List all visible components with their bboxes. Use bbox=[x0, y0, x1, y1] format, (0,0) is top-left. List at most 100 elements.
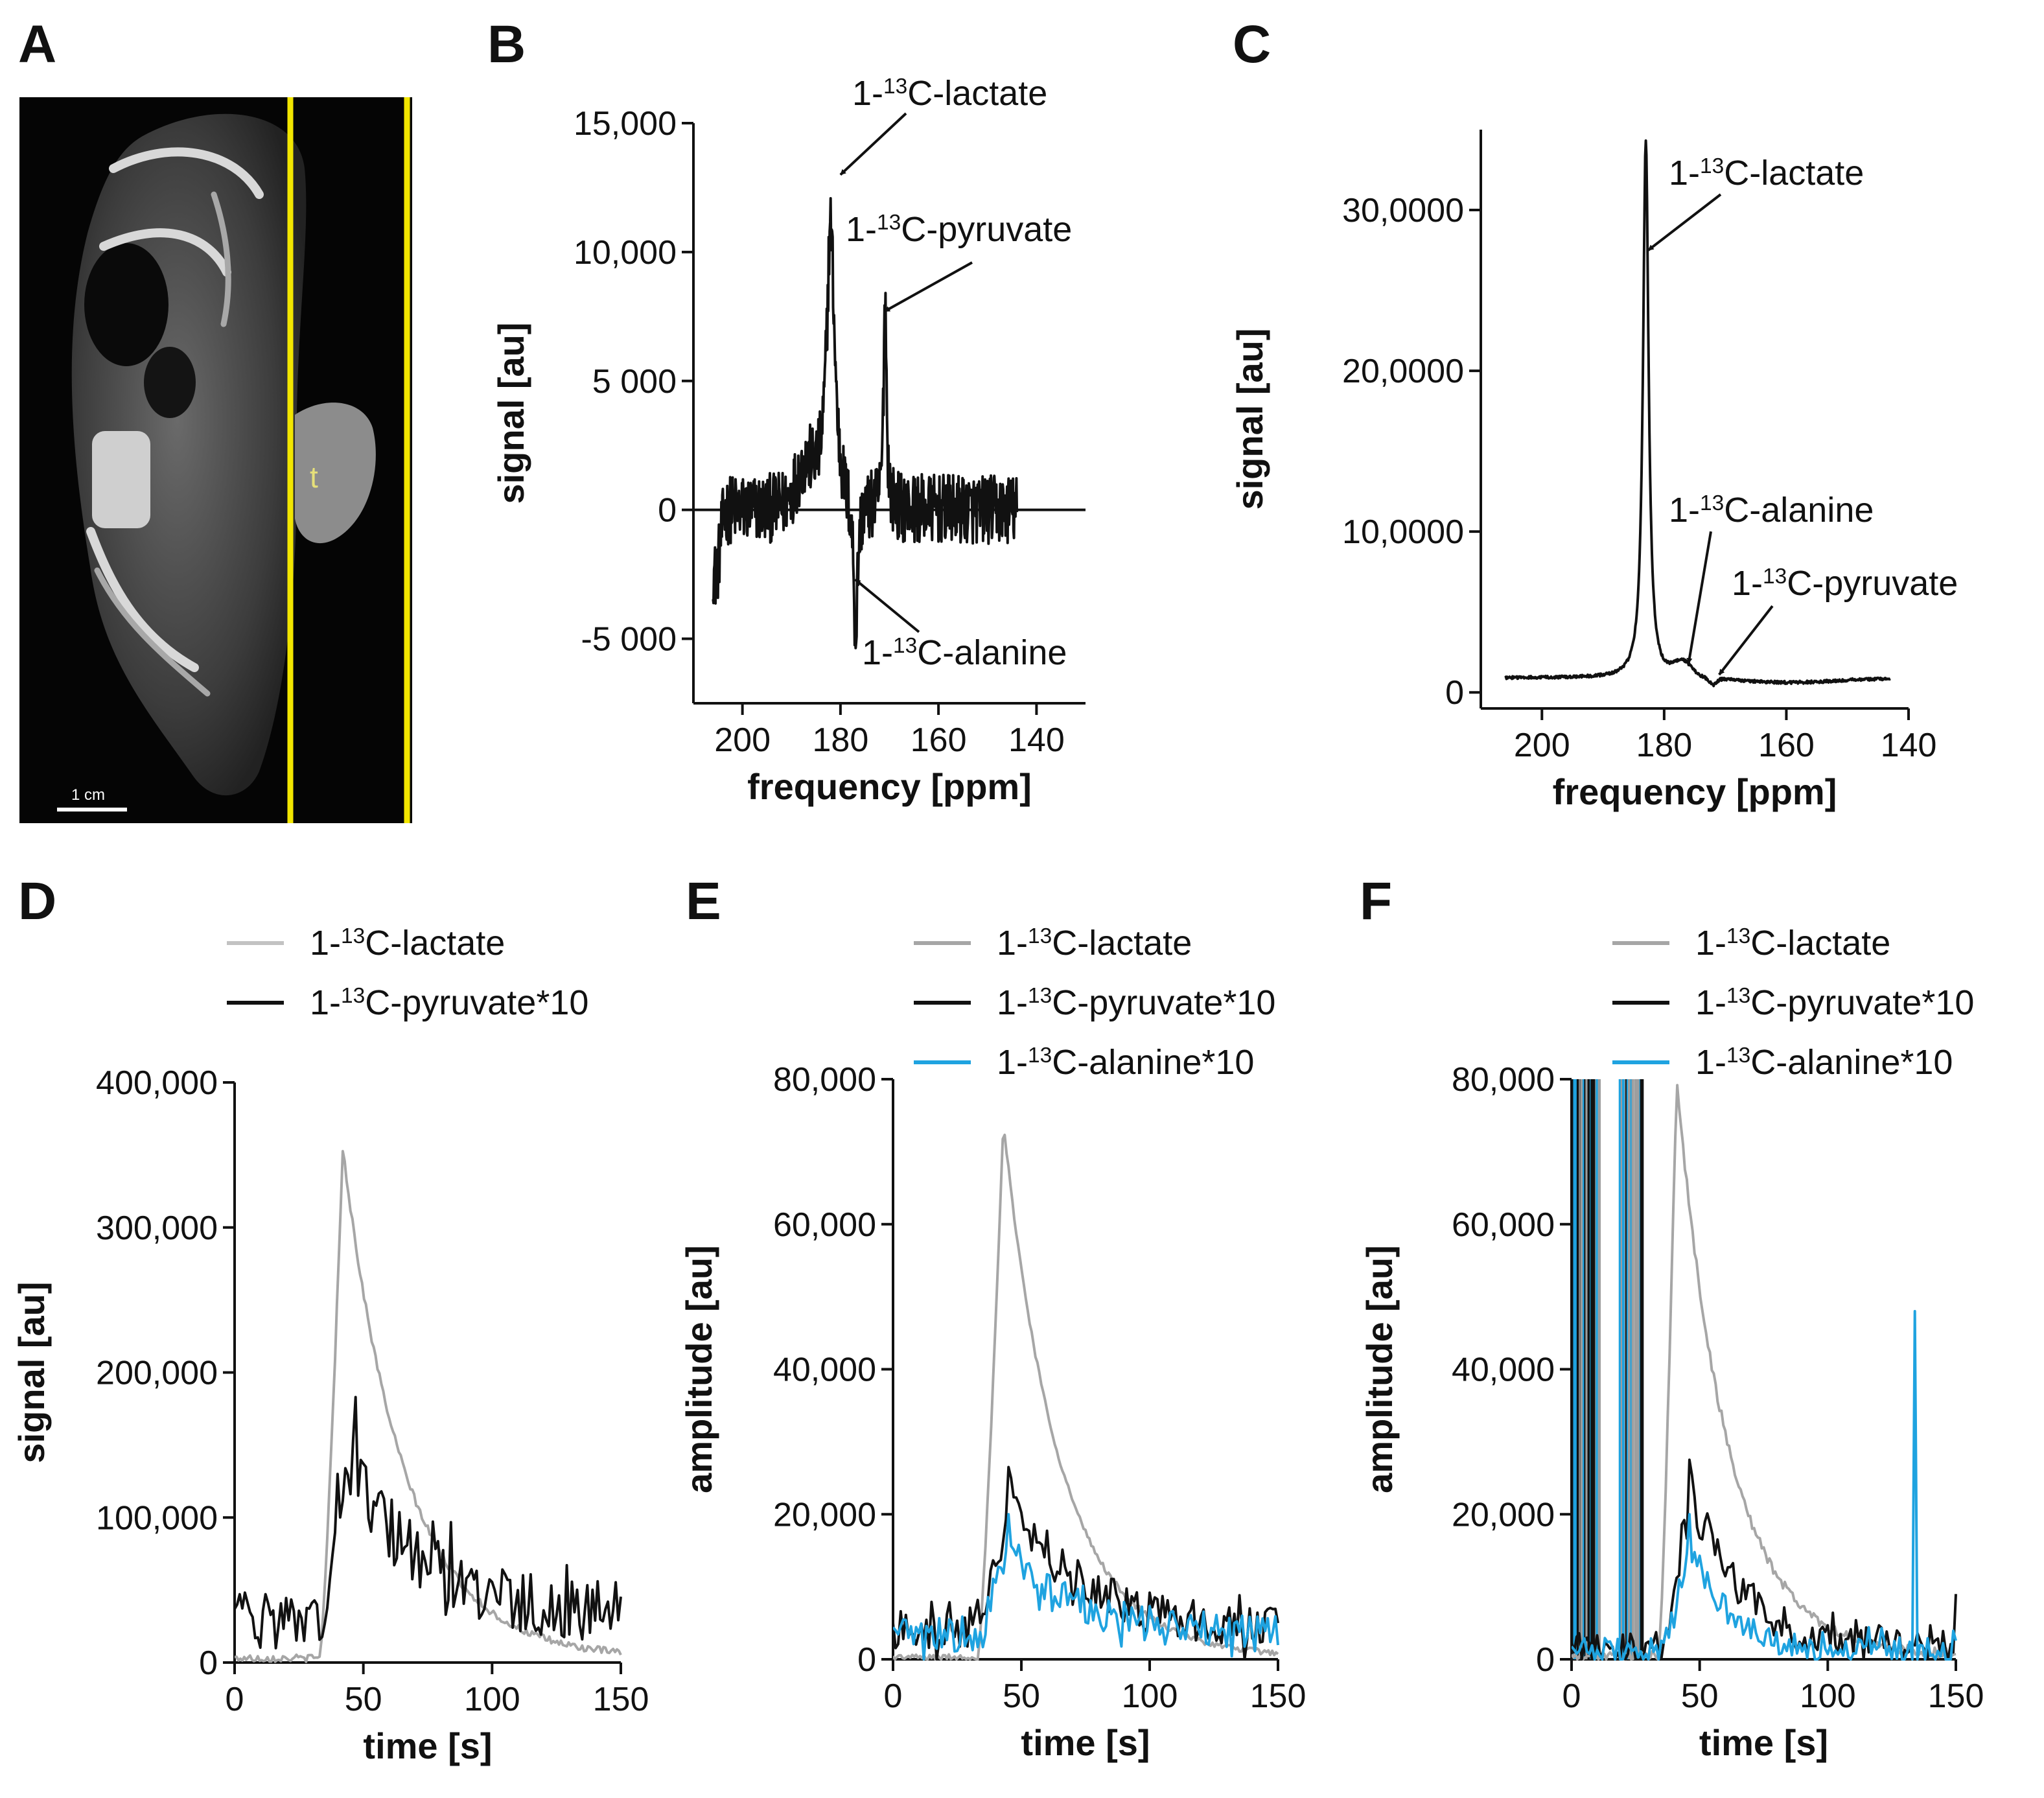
chart-timecourse-f: 0 20,000 40,000 60,000 80,000 0 50 100 150 time [… bbox=[1359, 924, 1984, 1763]
y-tick-label: 5 000 bbox=[592, 363, 677, 401]
x-tick-label: 0 bbox=[226, 1681, 244, 1718]
x-tick-label: 50 bbox=[1681, 1677, 1719, 1715]
y-tick-label: 40,000 bbox=[1452, 1351, 1555, 1389]
legend-label: 1-13C-lactate bbox=[997, 924, 1192, 963]
series-line-1-13c-alanine-10 bbox=[1572, 1310, 1957, 1661]
x-tick-label: 140 bbox=[1881, 727, 1937, 764]
x-tick-label: 50 bbox=[345, 1681, 382, 1718]
y-tick-label: 100,000 bbox=[96, 1499, 218, 1537]
x-tick-label: 180 bbox=[812, 721, 868, 759]
mri-image: t 1 cm bbox=[19, 97, 412, 823]
x-tick-label: 180 bbox=[1636, 727, 1692, 764]
scale-bar-label: 1 cm bbox=[71, 786, 105, 804]
legend-label: 1-13C-alanine*10 bbox=[1695, 1043, 1953, 1082]
y-tick-label: 15,000 bbox=[574, 105, 677, 143]
bright-contours-2 bbox=[94, 191, 231, 697]
dark-cavity bbox=[84, 243, 168, 366]
x-axis-title: time [s] bbox=[363, 1725, 492, 1766]
series-line-1-13c-alanine-10 bbox=[893, 1513, 1279, 1661]
y-tick-label: 0 bbox=[1445, 674, 1464, 712]
x-tick-label: 150 bbox=[593, 1681, 649, 1718]
annotation-label-lactate: 1-13C-lactate bbox=[1669, 154, 1864, 193]
series-line-spectrum bbox=[712, 197, 1019, 649]
annotation-arrow-alanine bbox=[854, 578, 920, 633]
x-tick-label: 200 bbox=[1514, 727, 1570, 764]
bright-organ bbox=[92, 431, 150, 528]
legend-label: 1-13C-pyruvate*10 bbox=[997, 983, 1275, 1022]
x-axis-title: frequency [ppm] bbox=[747, 766, 1032, 807]
y-tick-label: 200,000 bbox=[96, 1355, 218, 1392]
y-tick-label: -5 000 bbox=[581, 621, 677, 659]
y-tick-label: 10,0000 bbox=[1342, 513, 1464, 551]
x-axis-title: time [s] bbox=[1021, 1722, 1150, 1763]
chart-timecourse-d: 0 100,000 200,000 300,000 400,000 0 50 100 150 ti… bbox=[11, 924, 649, 1766]
annotation-label-alanine: 1-13C-alanine bbox=[1669, 491, 1874, 530]
legend-label: 1-13C-pyruvate*10 bbox=[310, 983, 588, 1022]
annotation-arrow-pyruvate bbox=[883, 261, 973, 313]
legend-label: 1-13C-lactate bbox=[1695, 924, 1890, 963]
y-tick-label: 20,000 bbox=[1452, 1496, 1555, 1534]
x-tick-label: 100 bbox=[1800, 1677, 1856, 1715]
y-tick-label: 10,000 bbox=[574, 234, 677, 272]
x-tick-label: 160 bbox=[911, 721, 967, 759]
panel-letter-c: C bbox=[1233, 15, 1271, 74]
tumor-label: t bbox=[310, 460, 318, 494]
y-tick-label: 60,000 bbox=[1452, 1206, 1555, 1244]
dark-cavity-2 bbox=[144, 347, 196, 418]
x-tick-label: 0 bbox=[1562, 1677, 1581, 1715]
y-tick-label: 0 bbox=[658, 492, 677, 530]
x-tick-label: 150 bbox=[1250, 1677, 1307, 1715]
panel-letter-a: A bbox=[18, 15, 56, 74]
y-tick-label: 80,000 bbox=[1452, 1061, 1555, 1099]
chart-spectrum-c: 30,0000 20,0000 10,0000 0 200 180 160 140 freque… bbox=[1229, 130, 1958, 812]
series-line-1-13c-lactate bbox=[893, 1134, 1279, 1661]
x-tick-label: 100 bbox=[1122, 1677, 1178, 1715]
y-axis-title: signal [au] bbox=[11, 1281, 52, 1463]
annotation-label-pyruvate: 1-13C-pyruvate bbox=[1732, 564, 1958, 603]
tumor-region bbox=[295, 403, 376, 544]
y-tick-label: 40,000 bbox=[773, 1351, 876, 1389]
series-line-1-13c-lactate bbox=[235, 1150, 622, 1663]
y-tick-label: 0 bbox=[199, 1644, 218, 1682]
x-tick-label: 0 bbox=[884, 1677, 903, 1715]
legend-label: 1-13C-alanine*10 bbox=[997, 1043, 1254, 1082]
x-axis-title: time [s] bbox=[1699, 1722, 1828, 1763]
annotation-arrow-alanine bbox=[1686, 531, 1712, 664]
y-tick-label: 80,000 bbox=[773, 1061, 876, 1099]
y-axis-title: signal [au] bbox=[1229, 328, 1270, 509]
x-axis-title: frequency [ppm] bbox=[1553, 771, 1837, 812]
annotation-label-alanine: 1-13C-alanine bbox=[862, 633, 1067, 672]
panel-letter-e: E bbox=[686, 872, 721, 931]
chart-timecourse-e: 0 20,000 40,000 60,000 80,000 0 50 100 150 time [… bbox=[679, 924, 1306, 1763]
series-line-spectrum bbox=[1504, 139, 1891, 688]
chart-spectrum-b: 15,000 10,000 5 000 0 -5 000 200 180 160 140 freq… bbox=[491, 74, 1086, 807]
y-tick-label: 60,000 bbox=[773, 1206, 876, 1244]
y-tick-label: 400,000 bbox=[96, 1064, 218, 1102]
annotation-label-lactate: 1-13C-lactate bbox=[852, 74, 1047, 113]
annotation-arrow-pyruvate bbox=[1718, 605, 1774, 676]
y-axis-title: amplitude [au] bbox=[679, 1245, 719, 1493]
y-tick-label: 0 bbox=[857, 1641, 876, 1679]
annotation-label-pyruvate: 1-13C-pyruvate bbox=[846, 210, 1072, 249]
legend-label: 1-13C-lactate bbox=[310, 924, 505, 963]
annotation-arrow-lactate bbox=[839, 112, 907, 176]
y-axis-title: amplitude [au] bbox=[1359, 1245, 1400, 1493]
y-tick-label: 20,000 bbox=[773, 1496, 876, 1534]
x-tick-label: 100 bbox=[464, 1681, 520, 1718]
panel-letter-f: F bbox=[1360, 872, 1392, 931]
x-tick-label: 200 bbox=[714, 721, 771, 759]
y-tick-label: 0 bbox=[1536, 1641, 1555, 1679]
y-tick-label: 20,0000 bbox=[1342, 353, 1464, 390]
y-axis-title: signal [au] bbox=[491, 322, 531, 504]
x-tick-label: 140 bbox=[1008, 721, 1065, 759]
artifact-spikes bbox=[1572, 1079, 1644, 1659]
annotation-arrow-lactate bbox=[1647, 193, 1722, 251]
panel-letter-b: B bbox=[487, 15, 526, 74]
y-tick-label: 30,0000 bbox=[1342, 192, 1464, 229]
x-tick-label: 50 bbox=[1003, 1677, 1040, 1715]
bright-contours bbox=[86, 147, 264, 672]
legend-label: 1-13C-pyruvate*10 bbox=[1695, 983, 1974, 1022]
x-tick-label: 160 bbox=[1758, 727, 1815, 764]
x-tick-label: 150 bbox=[1928, 1677, 1984, 1715]
